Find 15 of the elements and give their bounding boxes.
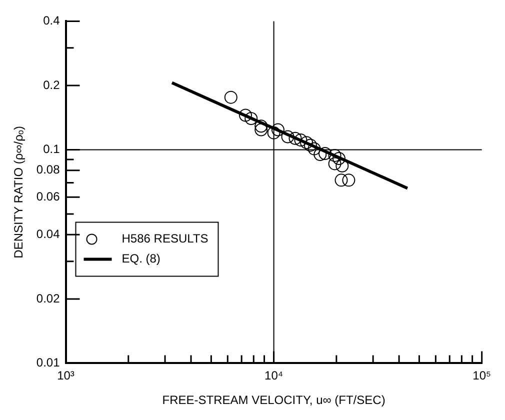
legend-label: EQ. (8): [122, 252, 160, 266]
x-tick-label: 10³: [57, 368, 74, 383]
y-tick-label: 0.1: [43, 142, 60, 156]
legend-label: H586 RESULTS: [122, 232, 208, 246]
y-tick-label: 0.08: [36, 162, 60, 177]
y-tick-label: 0.01: [36, 356, 60, 370]
y-axis-title: DENSITY RATIO (ρ∞/ρₒ): [12, 126, 26, 258]
y-tick-label: 0.04: [36, 226, 60, 241]
y-tick-label: 0.2: [43, 78, 60, 92]
y-tick-label: 0.06: [36, 189, 60, 204]
x-axis-title: FREE-STREAM VELOCITY, u∞ (FT/SEC): [162, 393, 386, 408]
x-tick-label: 10⁵: [472, 368, 492, 383]
y-tick-label: 0.4: [43, 14, 60, 28]
y-tick-label: 0.02: [36, 291, 60, 306]
x-tick-label: 10⁴: [264, 368, 284, 383]
